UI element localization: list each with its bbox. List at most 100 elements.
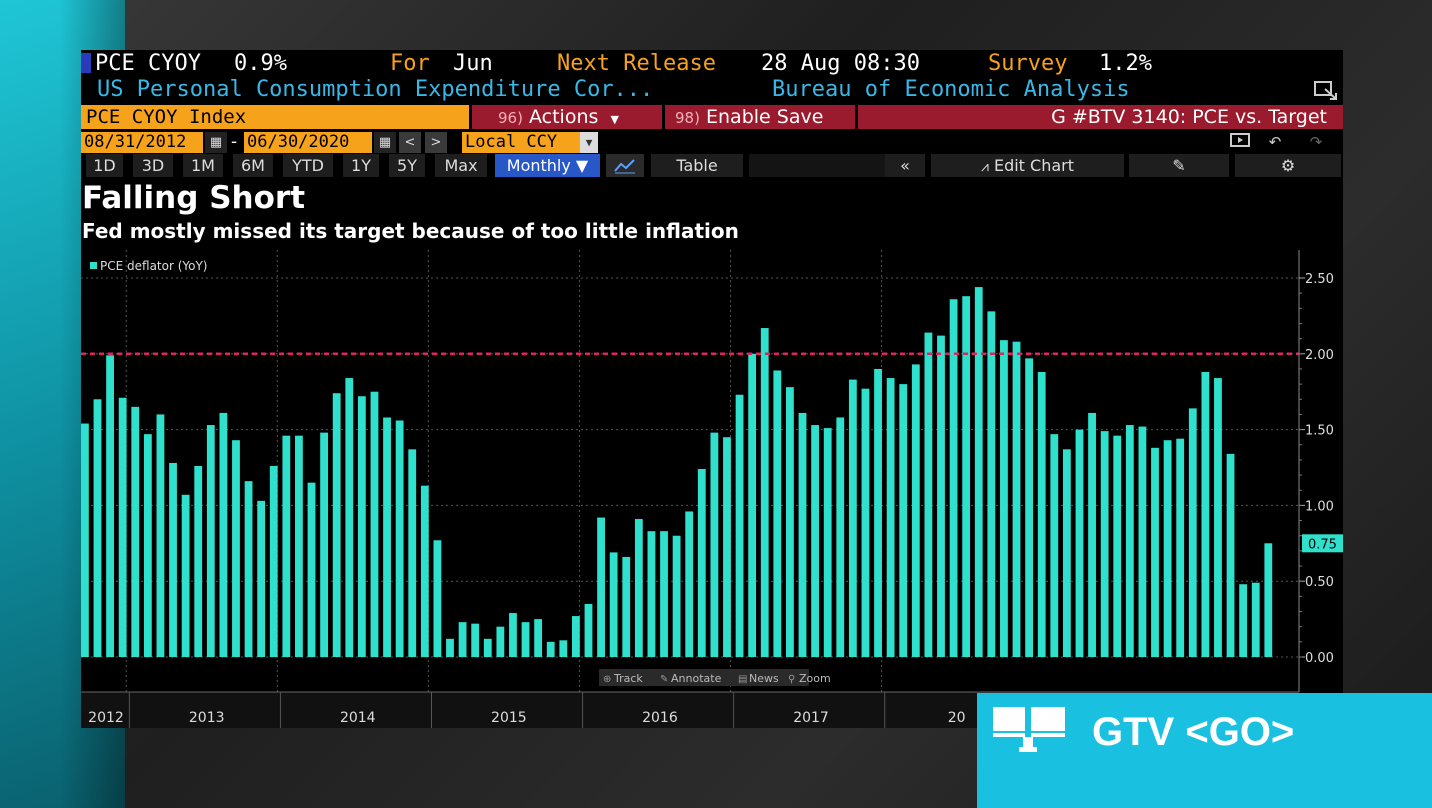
chart-tools-bar — [599, 669, 809, 686]
bar — [924, 332, 933, 657]
line-chart-icon[interactable] — [606, 154, 644, 177]
timeframe-1y[interactable]: 1Y — [343, 154, 379, 177]
table-button[interactable]: Table — [651, 154, 743, 177]
chart-title: Falling Short — [82, 180, 306, 216]
bar — [811, 425, 819, 657]
y-tick-label: 0.50 — [1305, 575, 1334, 590]
prev-period-icon[interactable]: < — [399, 132, 421, 153]
bar — [571, 616, 580, 657]
currency-select[interactable]: Local CCY ▼ — [462, 132, 598, 153]
bar — [345, 378, 354, 657]
y-tick-label: 2.00 — [1305, 348, 1334, 363]
actions-menu[interactable]: 96) Actions ▼ — [472, 105, 662, 129]
timeframe-max[interactable]: Max — [435, 154, 487, 177]
y-tick-label: 2.50 — [1305, 272, 1334, 287]
bar — [383, 417, 391, 657]
period-select[interactable]: Monthly ▼ — [495, 154, 600, 177]
next-release-value: 28 Aug 08:30 — [761, 51, 920, 76]
calendar-icon[interactable]: ▦ — [205, 132, 227, 153]
tool-news[interactable]: News — [749, 672, 779, 685]
bar — [320, 432, 329, 657]
bar — [1012, 341, 1021, 657]
index-name-field[interactable]: PCE CYOY Index — [81, 105, 469, 129]
bar — [1226, 453, 1235, 657]
timeframe-1m[interactable]: 1M — [183, 154, 223, 177]
bar — [974, 287, 983, 657]
x-year-label: 2015 — [491, 710, 527, 726]
gear-icon[interactable]: ⚙ — [1235, 154, 1341, 177]
y-tick-label: 1.00 — [1305, 499, 1334, 514]
x-year-label: 2012 — [88, 710, 124, 726]
chart-target-title[interactable]: G #BTV 3140: PCE vs. Target — [858, 105, 1343, 129]
bar — [1151, 447, 1159, 657]
legend-swatch — [90, 262, 97, 269]
play-icon[interactable] — [1228, 132, 1252, 153]
end-date-field[interactable]: 06/30/2020 — [244, 132, 372, 153]
bloomberg-terminal-window: PCE CYOY 0.9% For Jun Next Release 28 Au… — [81, 50, 1343, 728]
enable-save-button[interactable]: 98) Enable Save — [665, 105, 855, 129]
bar — [1251, 582, 1260, 657]
bar — [647, 531, 656, 657]
next-period-icon[interactable]: > — [425, 132, 447, 153]
undo-icon[interactable]: ↶ — [1268, 133, 1282, 151]
tool-icon-track: ⊕ — [603, 674, 611, 685]
bar — [874, 368, 882, 657]
timeframe-5y[interactable]: 5Y — [389, 154, 425, 177]
bar — [194, 465, 203, 657]
bar — [1176, 438, 1185, 657]
timeframe-ytd[interactable]: YTD — [283, 154, 333, 177]
bar — [710, 432, 719, 657]
last-value: 0.9% — [234, 51, 287, 76]
currency-value: Local CCY — [465, 132, 558, 152]
timeframe-1d[interactable]: 1D — [86, 154, 123, 177]
tool-icon-zoom: ⚲ — [788, 674, 795, 685]
bar — [1163, 440, 1172, 657]
edit-chart-button[interactable]: ⩘ Edit Chart — [931, 154, 1124, 177]
bar — [735, 394, 744, 657]
bar — [1264, 543, 1273, 657]
bar — [496, 626, 505, 657]
chart-edit-icon: ⩘ — [980, 159, 989, 175]
bar — [798, 412, 807, 657]
x-year-label: 20 — [948, 710, 966, 726]
annotate-edit-icon[interactable]: ✎ — [1129, 154, 1229, 177]
bar — [748, 353, 757, 657]
data-source: Bureau of Economic Analysis — [772, 77, 1130, 102]
popout-icon[interactable] — [1313, 79, 1339, 108]
bar — [949, 299, 958, 657]
tool-zoom[interactable]: Zoom — [799, 672, 831, 685]
bar — [1188, 408, 1197, 657]
bar — [181, 494, 190, 657]
bar — [446, 638, 454, 657]
bar — [332, 393, 341, 657]
tool-annotate[interactable]: Annotate — [671, 672, 722, 685]
start-date-field[interactable]: 08/31/2012 — [81, 132, 203, 153]
bar — [509, 613, 517, 657]
last-value-label: 0.75 — [1308, 537, 1337, 552]
collapse-icon[interactable]: « — [885, 154, 925, 177]
bar — [559, 640, 568, 657]
bar — [597, 517, 605, 657]
bar — [357, 396, 366, 657]
bar — [370, 391, 379, 657]
x-year-label: 2016 — [642, 710, 678, 726]
timeframe-6m[interactable]: 6M — [233, 154, 273, 177]
redo-icon[interactable]: ↷ — [1309, 133, 1323, 151]
timeframe-3d[interactable]: 3D — [133, 154, 173, 177]
tool-track[interactable]: Track — [613, 672, 643, 685]
calendar-icon[interactable]: ▦ — [374, 132, 396, 153]
gtv-banner[interactable]: GTV <GO> — [977, 693, 1432, 808]
bar — [420, 485, 429, 657]
bar — [307, 482, 316, 657]
bar — [660, 531, 668, 657]
bar — [1088, 412, 1096, 657]
bar — [156, 414, 165, 657]
bar — [1214, 378, 1222, 657]
pce-bar-chart[interactable]: 2.50 2.00 1.50 1.00 0.50 0.00 0.75 PCE deflator… — [81, 248, 1343, 728]
ticker[interactable]: PCE CYOY — [95, 51, 201, 76]
survey-label: Survey — [988, 51, 1068, 76]
bar — [1100, 431, 1109, 657]
y-tick-label: 1.50 — [1305, 424, 1334, 439]
bar — [93, 399, 102, 657]
y-tick-label: 0.00 — [1305, 651, 1334, 666]
